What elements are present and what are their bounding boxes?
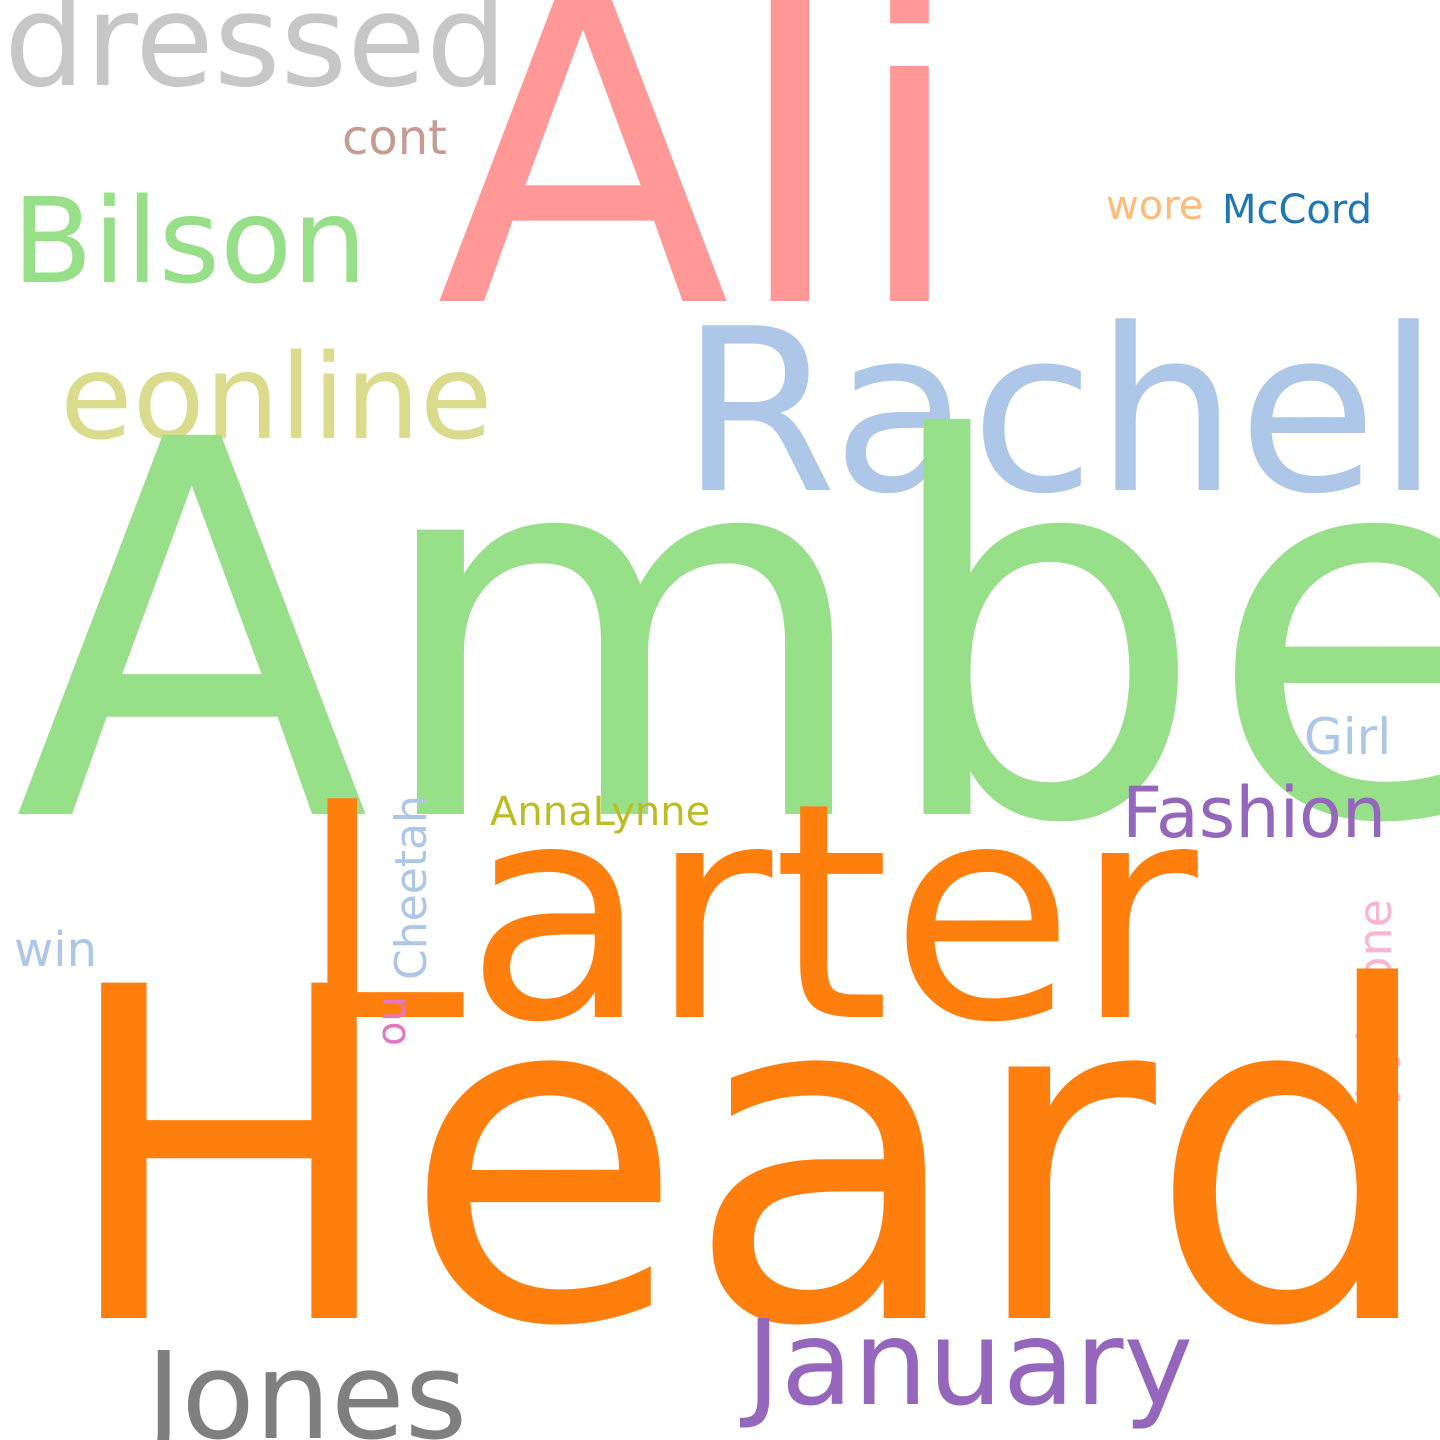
word-bilson: Bilson bbox=[12, 182, 367, 300]
word-cont: cont bbox=[342, 114, 447, 162]
word-dressed: dressed bbox=[4, 0, 507, 106]
word-january: January bbox=[746, 1304, 1193, 1422]
word-jones: Jones bbox=[146, 1338, 467, 1440]
word-girl: Girl bbox=[1304, 712, 1391, 762]
word-mccord: McCord bbox=[1222, 190, 1372, 230]
word-wore: wore bbox=[1106, 186, 1203, 226]
